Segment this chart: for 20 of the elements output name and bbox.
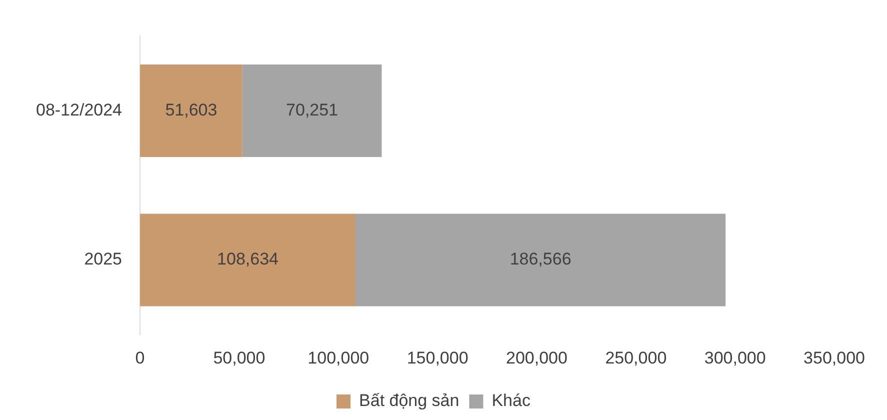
bar (140, 64, 242, 158)
data-label: 108,634 (217, 250, 278, 269)
x-tick-label: 300,000 (704, 348, 766, 368)
x-tick-label: 200,000 (506, 348, 568, 368)
legend-label: Bất động sản (359, 391, 460, 410)
x-tick-label: 50,000 (213, 348, 266, 368)
y-tick-label: 08-12/2024 (36, 100, 122, 120)
legend-label: Khác (492, 391, 531, 410)
y-tick-label: 2025 (84, 250, 122, 269)
data-label: 51,603 (165, 100, 218, 120)
data-label: 70,251 (286, 100, 338, 120)
data-label: 186,566 (510, 250, 572, 269)
bar (140, 214, 356, 306)
x-tick-label: 250,000 (605, 348, 667, 368)
bar (356, 214, 726, 306)
x-tick-label: 100,000 (308, 348, 370, 368)
x-tick-label: 150,000 (406, 348, 468, 368)
x-tick-label: 0 (135, 348, 145, 368)
bar (242, 64, 382, 158)
x-tick-label: 350,000 (804, 348, 865, 368)
